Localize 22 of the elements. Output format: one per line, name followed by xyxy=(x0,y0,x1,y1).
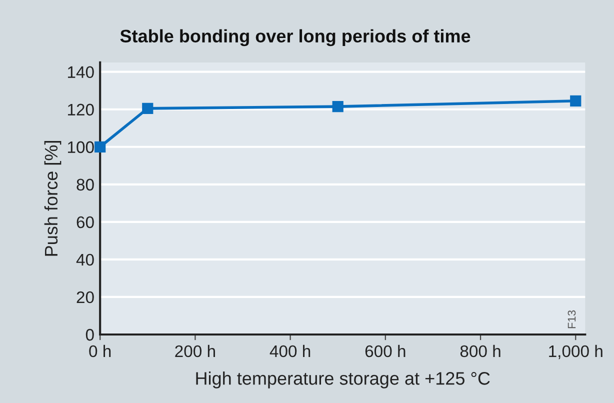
point xyxy=(332,100,344,112)
annotation: F13 xyxy=(568,310,576,328)
chart-title: Stable bonding over long periods of time xyxy=(120,29,470,46)
y-tick-label: 100 xyxy=(68,141,94,154)
point xyxy=(94,141,106,152)
y-tick-label: 80 xyxy=(76,178,94,191)
x-tick-label: 1,000 h xyxy=(549,344,602,360)
y-tick-label: 0 xyxy=(86,328,94,341)
y-tick-label: 120 xyxy=(68,104,94,116)
y-tick-label: 20 xyxy=(76,291,94,304)
point xyxy=(142,102,154,114)
y-tick-label: 60 xyxy=(76,216,94,228)
x-tick-label: 600 h xyxy=(365,344,406,358)
x-tick-label: 400 h xyxy=(270,344,310,358)
y-axis-title: Push force [%] xyxy=(44,141,62,256)
x-tick-label: 800 h xyxy=(460,344,500,358)
x-axis-title: High temperature storage at +125 °C xyxy=(196,372,490,388)
y-tick-label: 140 xyxy=(68,66,94,78)
y-tick-label: 40 xyxy=(76,254,94,266)
x-tick-label: 0 h xyxy=(89,344,111,358)
point xyxy=(570,95,582,106)
x-tick-label: 200 h xyxy=(175,344,215,358)
